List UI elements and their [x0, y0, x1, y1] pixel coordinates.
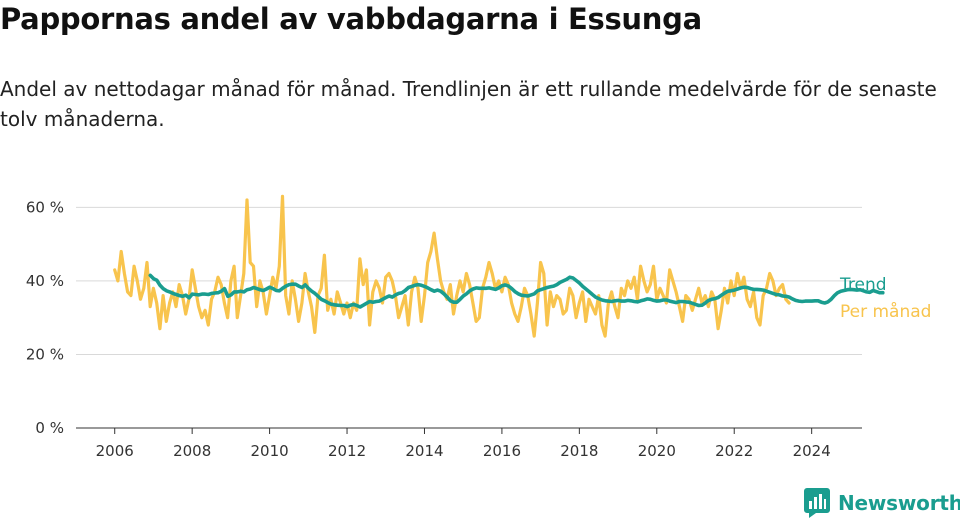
- x-tick-label: 2006: [96, 442, 134, 460]
- series-label: Trend: [839, 275, 887, 295]
- x-tick-label: 2024: [793, 442, 831, 460]
- brand-name: Newsworthy: [838, 491, 960, 515]
- x-tick-label: 2018: [560, 442, 598, 460]
- x-tick-label: 2010: [251, 442, 289, 460]
- chart-title: Pappornas andel av vabbdagarna i Essunga: [0, 2, 702, 36]
- x-tick-label: 2020: [638, 442, 676, 460]
- newsworthy-logo[interactable]: Newsworthy: [804, 487, 960, 519]
- x-tick-label: 2012: [328, 442, 366, 460]
- chart-subtitle: Andel av nettodagar månad för månad. Tre…: [0, 77, 937, 131]
- series-labels: Per månad Trend: [839, 275, 931, 322]
- y-tick-label: 0 %: [35, 419, 64, 437]
- x-tick-label: 2014: [405, 442, 443, 460]
- series-trend-line: [148, 273, 885, 309]
- y-tick-label: 40 %: [26, 272, 64, 290]
- y-tick-label: 60 %: [26, 198, 64, 216]
- x-axis: 2006 2008 2010 2012 2014 2016 2018 2020 2022 2024: [96, 428, 831, 460]
- series-label: Per månad: [840, 301, 931, 322]
- y-tick-label: 20 %: [26, 345, 64, 363]
- bar-chart-icon: [804, 488, 830, 518]
- y-axis: 0 % 20 % 40 % 60 %: [26, 198, 64, 437]
- series-group: [113, 194, 885, 338]
- x-tick-label: 2022: [715, 442, 753, 460]
- x-tick-label: 2008: [173, 442, 211, 460]
- series-per-manad-line: [113, 194, 791, 338]
- x-tick-label: 2016: [483, 442, 521, 460]
